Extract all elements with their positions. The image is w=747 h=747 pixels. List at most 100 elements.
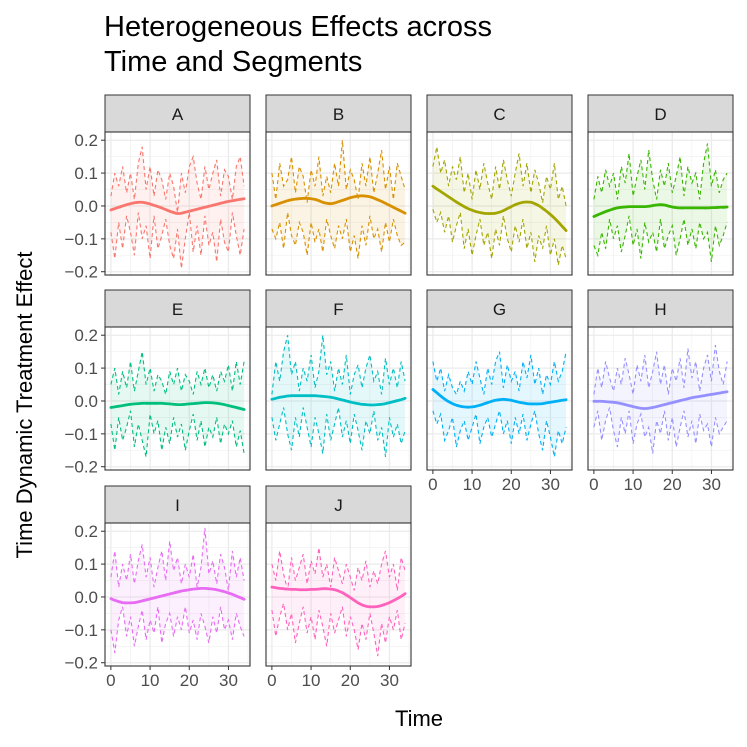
panel-background-i (105, 523, 250, 666)
y-tick-label: −0.1 (64, 621, 98, 640)
panel-border-d (587, 131, 734, 276)
lower-bound-line-c (432, 209, 567, 266)
y-tick-label: 0.1 (74, 555, 98, 574)
facet-panel-a: A −0.2 −0.1 0.0 0.1 0.2 (64, 94, 251, 282)
upper-bound-line-f (271, 335, 406, 395)
upper-bound-line-c (432, 146, 567, 207)
lower-bound-line-b (271, 212, 406, 259)
panel-background-h (588, 327, 733, 470)
facet-strip-label-c: C (493, 105, 505, 124)
x-tick-label: 30 (541, 475, 560, 494)
lower-bound-line-j (271, 603, 406, 657)
upper-bound-line-a (110, 146, 245, 213)
panel-border-f (265, 326, 412, 471)
facet-panel-i: I −0.2 −0.1 0.0 0.1 0.2 0 10 20 30 (64, 485, 251, 690)
x-tick-label: 0 (267, 671, 276, 690)
estimate-line-e (109, 401, 246, 411)
facet-panel-b: B (265, 94, 412, 276)
y-tick-label: 0.1 (74, 164, 98, 183)
lower-bound-line-d (593, 215, 728, 262)
x-tick-label: 20 (502, 475, 521, 494)
upper-bound-line-b (271, 140, 406, 203)
estimate-line-a (109, 197, 246, 215)
facet-strip-c (426, 94, 573, 133)
facet-strip-a (104, 94, 251, 133)
y-tick-label: 0.0 (74, 392, 98, 411)
lower-bound-line-h (593, 407, 728, 454)
x-tick-label: 10 (624, 475, 643, 494)
panel-border-i (104, 522, 251, 667)
y-tick-label: 0.2 (74, 131, 98, 150)
y-tick-label: 0.2 (74, 326, 98, 345)
facet-strip-label-b: B (333, 105, 344, 124)
confidence-band-b (271, 140, 406, 259)
upper-bound-line-d (593, 143, 728, 200)
upper-bound-line-h (593, 345, 728, 395)
estimate-line-b (270, 194, 407, 215)
chart-title-line-2: Time and Segments (104, 46, 362, 78)
panel-background-c (427, 132, 572, 275)
estimate-line-g (431, 388, 568, 409)
facet-panel-h: H 0 10 20 30 (587, 289, 734, 494)
chart-title-line-1: Heterogeneous Effects across (104, 11, 492, 43)
x-tick-label: 20 (663, 475, 682, 494)
y-axis-title: Time Dynamic Treatment Effect (12, 252, 37, 559)
upper-bound-line-j (271, 547, 406, 591)
estimate-line-i (109, 586, 246, 605)
x-tick-label: 10 (302, 671, 321, 690)
facet-strip-label-i: I (175, 496, 180, 515)
y-tick-label: −0.2 (64, 263, 98, 282)
y-tick-label: 0.2 (74, 522, 98, 541)
lower-bound-line-i (110, 606, 245, 653)
panel-border-b (265, 131, 412, 276)
panel-background-e (105, 327, 250, 470)
facet-strip-label-e: E (172, 300, 183, 319)
facet-strip-d (587, 94, 734, 133)
lower-bound-line-e (110, 410, 245, 458)
facet-panel-d: D (587, 94, 734, 276)
panel-border-h (587, 326, 734, 471)
panel-border-g (426, 326, 573, 471)
lower-bound-line-a (110, 212, 245, 269)
estimate-line-d (592, 203, 729, 218)
y-tick-label: −0.2 (64, 654, 98, 673)
facet-panel-c: C (426, 94, 573, 276)
facet-strip-e (104, 289, 251, 328)
facet-panel-j: J 0 10 20 30 (265, 485, 412, 690)
upper-bound-line-i (110, 527, 245, 591)
x-tick-label: 30 (702, 475, 721, 494)
y-tick-label: −0.1 (64, 230, 98, 249)
x-tick-label: 10 (141, 671, 160, 690)
y-tick-label: −0.2 (64, 458, 98, 477)
confidence-band-d (593, 143, 728, 262)
confidence-band-a (110, 146, 245, 269)
facet-strip-j (265, 485, 412, 524)
panel-background-j (266, 523, 411, 666)
facet-strip-label-g: G (493, 300, 506, 319)
x-tick-label: 20 (341, 671, 360, 690)
facet-strip-label-j: J (334, 496, 343, 515)
estimate-line-f (270, 394, 407, 407)
x-tick-label: 0 (589, 475, 598, 494)
facet-strip-label-a: A (172, 105, 184, 124)
panel-border-j (265, 522, 412, 667)
facet-panels: A −0.2 −0.1 0.0 0.1 0.2 B C D E −0.2 −0.1 0.0 0.1 0.2 F… (64, 94, 734, 690)
facet-strip-h (587, 289, 734, 328)
facet-strip-label-d: D (654, 105, 666, 124)
y-tick-label: 0.0 (74, 197, 98, 216)
facet-panel-f: F (265, 289, 412, 471)
x-tick-label: 0 (106, 671, 115, 690)
x-tick-label: 10 (463, 475, 482, 494)
x-tick-label: 30 (380, 671, 399, 690)
estimate-line-j (270, 585, 407, 609)
estimate-line-c (431, 184, 568, 232)
facet-strip-label-h: H (654, 300, 666, 319)
confidence-band-j (271, 547, 406, 657)
upper-bound-line-e (110, 351, 245, 395)
x-tick-label: 30 (219, 671, 238, 690)
x-tick-label: 20 (180, 671, 199, 690)
facet-panel-g: G 0 10 20 30 (426, 289, 573, 494)
y-tick-label: −0.1 (64, 425, 98, 444)
panel-border-c (426, 131, 573, 276)
